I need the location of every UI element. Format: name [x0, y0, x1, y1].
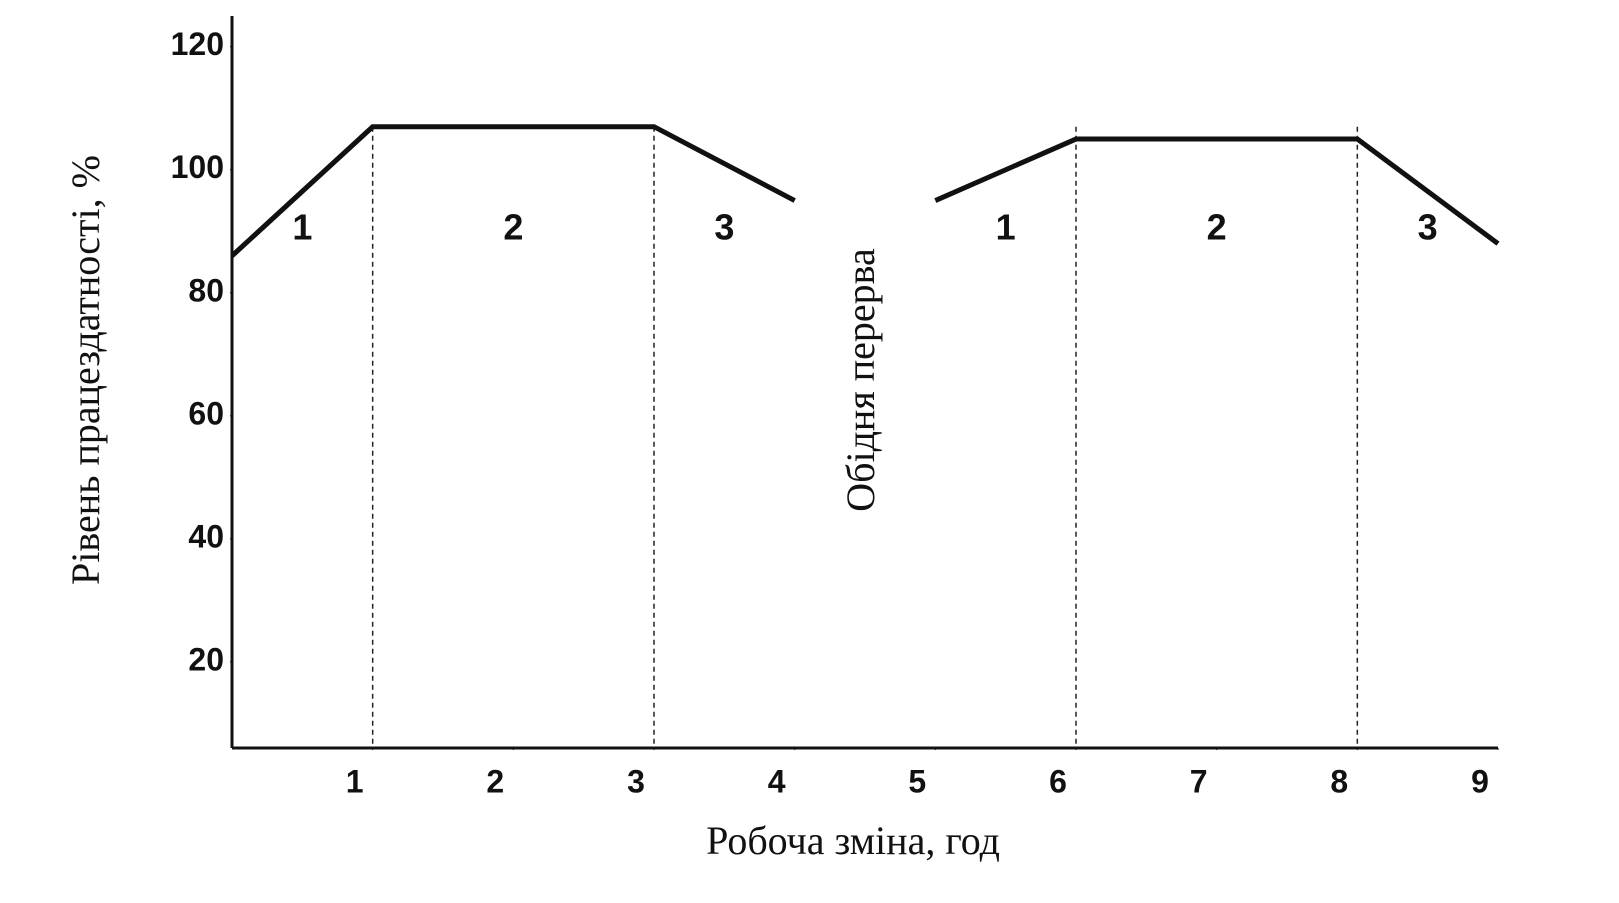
x-tick-label: 3	[627, 763, 645, 799]
x-tick-label: 8	[1330, 763, 1348, 799]
phase-label: 3	[1418, 207, 1438, 248]
x-tick-label: 9	[1471, 763, 1489, 799]
phase-label: 2	[1207, 207, 1227, 248]
x-tick-label: 6	[1049, 763, 1067, 799]
y-tick-label: 100	[171, 149, 224, 185]
x-tick-label: 5	[908, 763, 926, 799]
break-annotation: Обідня перерва	[838, 248, 883, 512]
phase-label: 1	[292, 207, 312, 248]
y-axis-title: Рівень працездатності, %	[63, 155, 108, 585]
phase-label: 3	[714, 207, 734, 248]
y-tick-label: 80	[188, 272, 224, 308]
x-tick-label: 4	[768, 763, 786, 799]
x-axis-title: Робоча зміна, год	[706, 818, 1000, 863]
phase-label: 1	[996, 207, 1016, 248]
phase-label: 2	[503, 207, 523, 248]
line	[934, 136, 1500, 246]
y-tick-label: 120	[171, 26, 224, 62]
x-tick-label: 1	[346, 763, 364, 799]
y-tick-label: 60	[188, 395, 224, 431]
x-tick-label: 7	[1190, 763, 1208, 799]
y-tick-label: 20	[188, 641, 224, 677]
x-tick-label: 2	[486, 763, 504, 799]
y-tick-label: 40	[188, 518, 224, 554]
line	[230, 124, 796, 258]
